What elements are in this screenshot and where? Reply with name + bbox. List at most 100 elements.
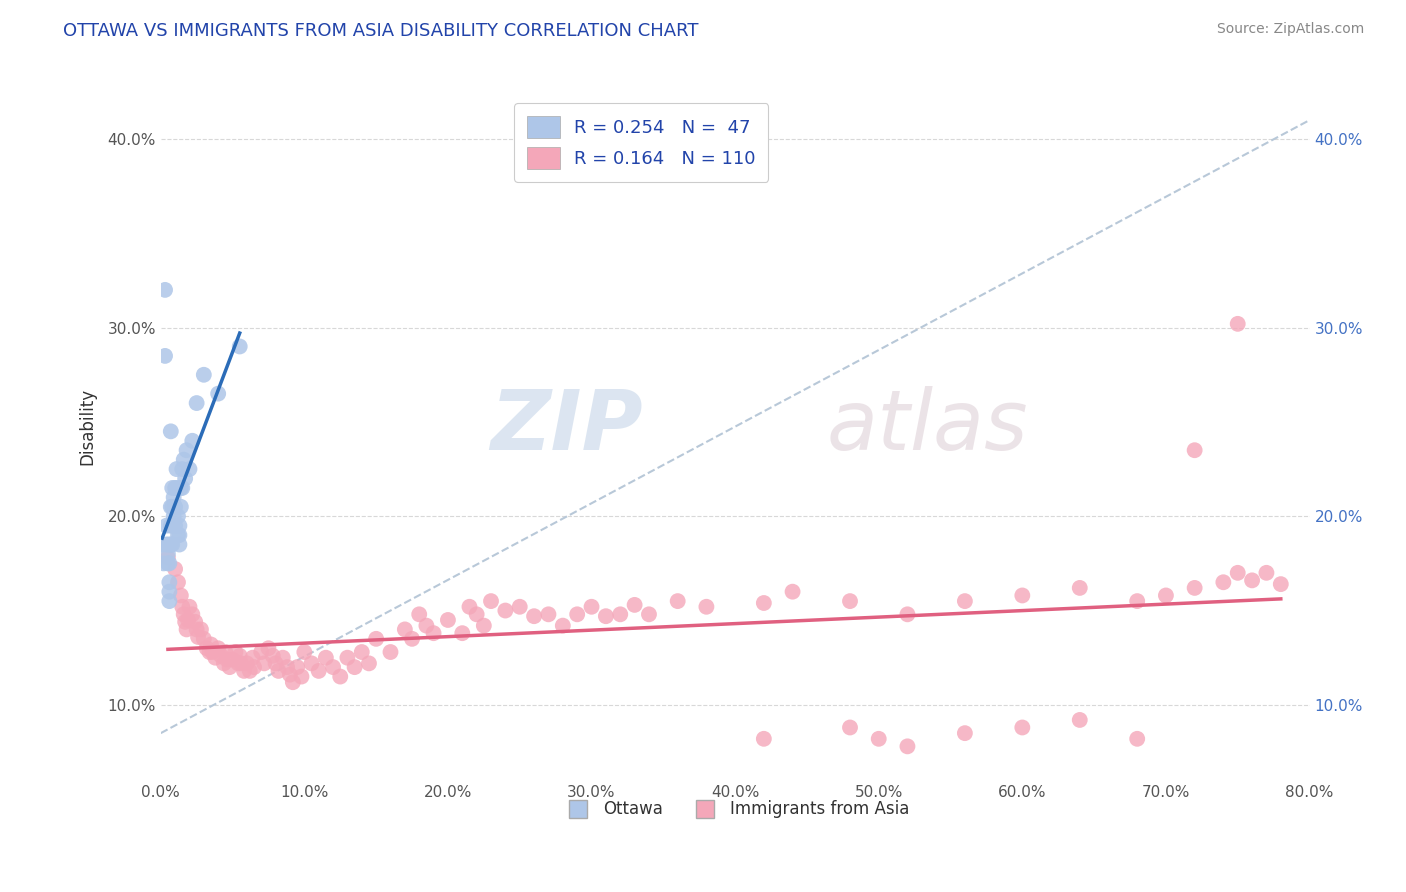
Point [1226,566,1249,580]
Text: OTTAWA VS IMMIGRANTS FROM ASIA DISABILITY CORRELATION CHART: OTTAWA VS IMMIGRANTS FROM ASIA DISABILIT… [63,22,699,40]
Point [1270,577,1292,591]
Point [394,623,416,637]
Point [167,575,190,590]
Point [343,660,366,674]
Point [666,594,689,608]
Point [153,349,176,363]
Point [623,598,645,612]
Point [170,500,193,514]
Point [380,645,402,659]
Point [207,386,229,401]
Point [166,462,188,476]
Point [193,632,215,646]
Point [212,657,235,671]
Point [290,669,312,683]
Point [523,609,546,624]
Point [173,607,195,622]
Point [221,652,243,666]
Point [1184,581,1206,595]
Point [1184,443,1206,458]
Point [155,518,177,533]
Point [322,660,344,674]
Point [193,368,215,382]
Point [156,550,179,565]
Point [153,283,176,297]
Point [218,660,240,674]
Point [176,623,198,637]
Point [170,481,193,495]
Point [609,607,631,622]
Point [253,657,276,671]
Text: ZIP: ZIP [491,386,643,467]
Point [1069,713,1091,727]
Point [581,599,603,614]
Point [226,657,249,671]
Point [157,594,180,608]
Point [170,589,193,603]
Point [281,675,304,690]
Point [752,596,775,610]
Point [174,615,197,629]
Point [350,645,373,659]
Point [165,518,187,533]
Point [165,481,187,495]
Point [292,645,315,659]
Point [159,425,181,439]
Point [165,562,187,576]
Point [1226,317,1249,331]
Point [198,645,221,659]
Point [176,443,198,458]
Point [276,660,298,674]
Point [1241,574,1264,588]
Point [472,618,495,632]
Point [156,537,179,551]
Point [267,664,290,678]
Point [159,518,181,533]
Point [169,528,191,542]
Point [159,500,181,514]
Point [163,491,186,505]
Point [868,731,890,746]
Point [224,645,246,659]
Point [169,518,191,533]
Point [264,657,287,671]
Point [215,652,238,666]
Point [357,657,380,671]
Point [207,641,229,656]
Text: atlas: atlas [827,386,1029,467]
Point [181,607,204,622]
Point [186,396,208,410]
Point [782,584,804,599]
Point [157,584,180,599]
Point [285,660,308,674]
Point [1126,594,1149,608]
Point [271,650,294,665]
Point [214,645,236,659]
Point [204,650,226,665]
Point [160,518,183,533]
Point [257,641,280,656]
Point [163,509,186,524]
Point [179,462,201,476]
Point [228,648,250,663]
Point [165,500,187,514]
Point [157,557,180,571]
Point [160,481,183,495]
Point [167,528,190,542]
Y-axis label: Disability: Disability [79,388,96,466]
Point [278,667,301,681]
Point [329,669,352,683]
Legend: Ottawa, Immigrants from Asia: Ottawa, Immigrants from Asia [555,794,915,825]
Point [228,339,250,353]
Point [451,626,474,640]
Point [184,615,207,629]
Point [415,618,437,632]
Point [401,632,423,646]
Point [159,537,181,551]
Point [1126,731,1149,746]
Point [236,657,259,671]
Point [437,613,460,627]
Point [152,557,174,571]
Point [233,664,256,678]
Point [160,500,183,514]
